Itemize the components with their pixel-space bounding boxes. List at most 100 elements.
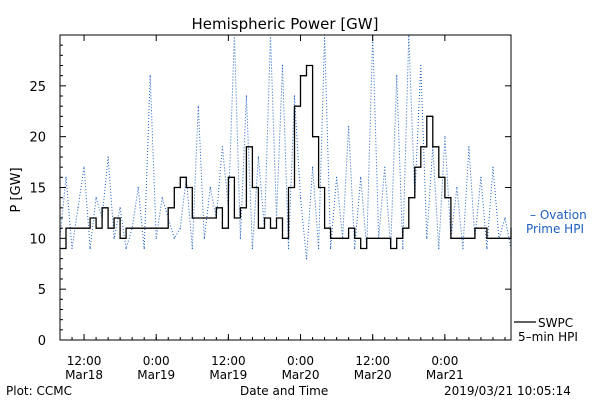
data-point bbox=[348, 227, 350, 229]
data-point bbox=[342, 237, 344, 239]
data-point bbox=[360, 176, 362, 178]
legend-swpc-label-1: SWPC bbox=[538, 316, 574, 330]
series-swpc bbox=[59, 64, 512, 250]
x-tick-label-date: Mar20 bbox=[354, 368, 392, 382]
data-point bbox=[179, 176, 181, 178]
data-point bbox=[287, 247, 290, 250]
data-point bbox=[197, 217, 199, 219]
data-point bbox=[83, 166, 85, 168]
x-tick-label-date: Mar19 bbox=[209, 368, 247, 382]
plot-frame bbox=[59, 34, 512, 341]
data-point bbox=[119, 207, 121, 209]
data-point bbox=[480, 227, 482, 229]
legend-ovation-label-2: Prime HPI bbox=[526, 222, 584, 236]
data-point bbox=[197, 105, 199, 107]
data-point bbox=[492, 166, 494, 168]
data-point bbox=[203, 237, 205, 239]
x-tick-label-time: 0:00 bbox=[143, 354, 170, 368]
data-point bbox=[83, 227, 85, 229]
data-point bbox=[89, 217, 91, 219]
data-point bbox=[444, 197, 446, 199]
x-tick-label-time: 12:00 bbox=[211, 354, 246, 368]
data-point bbox=[396, 237, 398, 239]
data-point bbox=[402, 247, 404, 250]
data-point bbox=[396, 75, 398, 77]
data-point bbox=[420, 64, 422, 67]
data-point bbox=[95, 197, 97, 199]
x-tick-label-time: 12:00 bbox=[355, 354, 390, 368]
data-point bbox=[438, 247, 440, 250]
data-point bbox=[71, 227, 73, 229]
data-point bbox=[402, 227, 404, 229]
data-point bbox=[287, 186, 290, 189]
legend-ovation: – Ovation Prime HPI bbox=[512, 208, 587, 236]
data-point bbox=[498, 237, 500, 239]
data-point bbox=[462, 237, 464, 239]
data-point bbox=[438, 176, 440, 178]
x-tick-label-date: Mar21 bbox=[426, 368, 464, 382]
y-tick-label: 5 bbox=[38, 283, 46, 298]
data-point bbox=[372, 237, 374, 239]
data-point bbox=[251, 247, 253, 250]
data-point bbox=[480, 176, 482, 178]
data-point bbox=[281, 64, 284, 67]
data-point bbox=[167, 207, 169, 209]
data-point bbox=[209, 217, 211, 219]
data-point bbox=[281, 237, 284, 239]
footer-source: Plot: CCMC bbox=[6, 384, 72, 398]
data-point bbox=[305, 258, 308, 260]
data-point bbox=[384, 237, 386, 239]
data-point bbox=[486, 237, 488, 239]
data-point bbox=[113, 237, 115, 239]
data-point bbox=[107, 227, 109, 229]
data-point bbox=[462, 247, 464, 250]
data-point bbox=[414, 166, 416, 168]
data-point bbox=[173, 237, 175, 239]
y-tick-label: 25 bbox=[29, 80, 46, 95]
data-point bbox=[378, 237, 380, 239]
data-point bbox=[324, 227, 326, 229]
data-point bbox=[191, 247, 193, 250]
legend-swpc-label-2: 5–min HPI bbox=[518, 330, 578, 344]
axis-layer: 051015202512:00Mar180:00Mar1912:00Mar190… bbox=[29, 35, 536, 382]
data-point bbox=[330, 247, 332, 250]
data-point bbox=[504, 217, 506, 219]
data-point bbox=[492, 237, 494, 239]
data-point bbox=[95, 227, 97, 229]
x-tick-label-time: 12:00 bbox=[67, 354, 102, 368]
data-point bbox=[101, 207, 103, 209]
y-tick-label: 0 bbox=[38, 334, 46, 349]
x-tick-label-time: 0:00 bbox=[287, 354, 314, 368]
data-point bbox=[161, 197, 163, 199]
x-tick-label-date: Mar20 bbox=[282, 368, 320, 382]
data-point bbox=[330, 237, 332, 239]
data-point bbox=[293, 95, 296, 97]
data-point bbox=[257, 227, 259, 229]
data-point bbox=[245, 146, 247, 148]
data-point bbox=[390, 247, 392, 250]
data-point bbox=[360, 247, 362, 250]
y-tick-label: 15 bbox=[29, 182, 46, 197]
y-tick-label: 10 bbox=[29, 232, 46, 247]
data-point bbox=[239, 207, 241, 209]
data-point bbox=[113, 217, 115, 219]
data-point bbox=[366, 237, 368, 239]
data-point bbox=[143, 247, 145, 250]
data-point bbox=[71, 247, 73, 250]
data-point bbox=[227, 176, 229, 178]
x-tick-label-date: Mar18 bbox=[65, 368, 103, 382]
data-point bbox=[354, 247, 356, 250]
data-point bbox=[203, 217, 205, 219]
data-point bbox=[191, 217, 193, 219]
data-point bbox=[263, 217, 266, 219]
data-point bbox=[143, 227, 145, 229]
data-point bbox=[215, 207, 217, 209]
data-point bbox=[354, 237, 356, 239]
data-point bbox=[149, 75, 151, 77]
data-point bbox=[233, 217, 235, 219]
data-point bbox=[161, 227, 163, 229]
data-point bbox=[468, 237, 470, 239]
data-point bbox=[221, 146, 223, 148]
data-point bbox=[65, 227, 67, 229]
